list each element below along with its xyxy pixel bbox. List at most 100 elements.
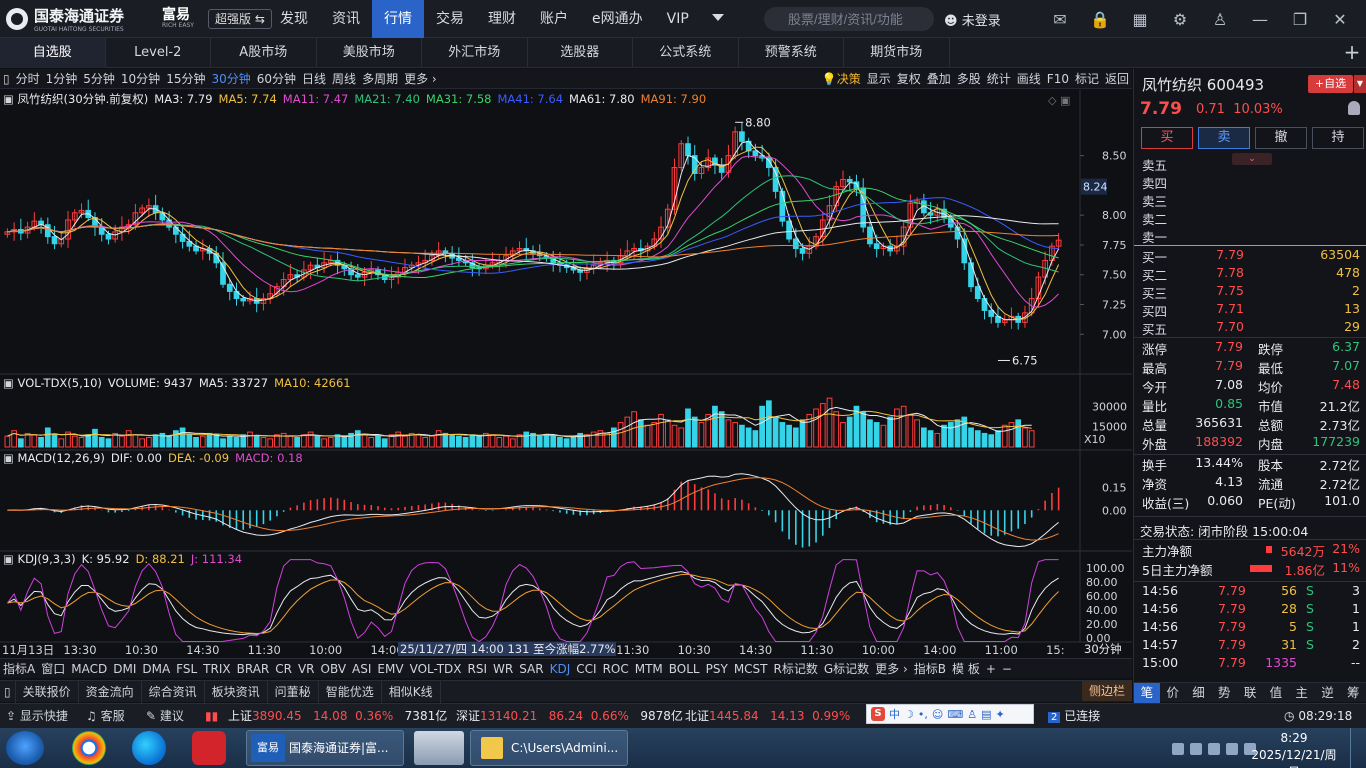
market-tab-1[interactable]: Level-2 bbox=[106, 37, 211, 68]
period-tab-6[interactable]: 60分钟 bbox=[256, 71, 297, 86]
ask-row[interactable]: 卖四 bbox=[1134, 173, 1366, 191]
period-tab-4[interactable]: 15分钟 bbox=[166, 71, 206, 86]
taskbar-explorer[interactable]: C:\Users\Admini... bbox=[470, 730, 628, 766]
chart-tool-6[interactable]: 画线 bbox=[1014, 69, 1044, 89]
indicator-tab-26[interactable]: 更多 › bbox=[875, 661, 908, 676]
indicator-tab-9[interactable]: VR bbox=[297, 661, 315, 676]
info-tab-3[interactable]: 板块资讯 bbox=[205, 680, 268, 703]
panel-toggle-icon[interactable]: ▯ bbox=[0, 680, 16, 703]
chart-tool-2[interactable]: 复权 bbox=[894, 69, 924, 89]
ime-tray-icon[interactable] bbox=[1244, 743, 1256, 755]
period-tab-0[interactable]: 分时 bbox=[15, 71, 40, 86]
position-button[interactable]: 持 bbox=[1312, 127, 1364, 149]
edition-selector[interactable]: 超强版 ⇆ bbox=[208, 9, 272, 29]
indicator-tab-23[interactable]: MCST bbox=[733, 661, 768, 676]
chart-tool-1[interactable]: 显示 bbox=[864, 69, 894, 89]
chart-tool-0[interactable]: 💡决策 bbox=[819, 69, 864, 89]
period-tab-5[interactable]: 30分钟 bbox=[211, 71, 251, 86]
dot-icon[interactable]: •, bbox=[917, 707, 928, 721]
panel-tab-3[interactable]: 势 bbox=[1218, 684, 1231, 700]
panel-tab-7[interactable]: 逆 bbox=[1321, 684, 1334, 700]
taskbar-app-securities[interactable]: 富易 国泰海通证券|富... bbox=[246, 730, 404, 766]
mail-icon[interactable]: ✉ bbox=[1053, 9, 1067, 29]
legend-toggle-icon[interactable]: ▣ bbox=[3, 552, 18, 566]
market-tab-4[interactable]: 外汇市场 bbox=[422, 37, 528, 68]
indicator-tab-4[interactable]: DMA bbox=[142, 661, 171, 676]
nav-2[interactable]: 行情 bbox=[372, 0, 424, 38]
indicator-tab-2[interactable]: MACD bbox=[71, 661, 108, 676]
legend-toggle-icon[interactable]: ▣ bbox=[3, 376, 18, 390]
chart-tool-9[interactable]: 返回 bbox=[1102, 69, 1132, 89]
period-tab-7[interactable]: 日线 bbox=[302, 71, 327, 86]
ime-mode[interactable]: 中 bbox=[889, 708, 900, 721]
taskbar-clock[interactable]: 8:29 2025/12/21/周日 bbox=[1248, 730, 1340, 768]
diamond-icon[interactable]: ◇ ▣ bbox=[1048, 94, 1070, 107]
panel-tab-8[interactable]: 筹 bbox=[1347, 684, 1360, 700]
info-tab-5[interactable]: 智能优选 bbox=[319, 680, 382, 703]
chart-tool-5[interactable]: 统计 bbox=[984, 69, 1014, 89]
legend-toggle-icon[interactable]: ▣ bbox=[3, 451, 18, 465]
indicator-tab-19[interactable]: ROC bbox=[602, 661, 629, 676]
nav-7[interactable]: VIP bbox=[666, 11, 689, 27]
period-tab-2[interactable]: 5分钟 bbox=[83, 71, 115, 86]
period-tab-8[interactable]: 周线 bbox=[332, 71, 357, 86]
nav-0[interactable]: 发现 bbox=[280, 11, 308, 27]
indicator-tab-5[interactable]: FSL bbox=[176, 661, 198, 676]
market-tab-5[interactable]: 选股器 bbox=[528, 37, 633, 68]
start-button[interactable] bbox=[6, 731, 44, 765]
ask-row[interactable]: 卖一 bbox=[1134, 227, 1366, 245]
fund-flow-row[interactable]: 5日主力净额 1.86亿 11% bbox=[1134, 560, 1366, 579]
keyboard-icon[interactable]: ⌨ bbox=[947, 707, 964, 721]
app-red-icon[interactable] bbox=[192, 731, 226, 765]
indicator-tab-21[interactable]: BOLL bbox=[668, 661, 700, 676]
info-tab-1[interactable]: 资金流向 bbox=[79, 680, 142, 703]
file-tool-icon[interactable] bbox=[414, 731, 464, 765]
indicator-tab-12[interactable]: EMV bbox=[377, 661, 404, 676]
bid-row[interactable]: 买二 7.78 478 bbox=[1134, 265, 1366, 283]
panel-tab-5[interactable]: 值 bbox=[1269, 684, 1283, 700]
period-tab-1[interactable]: 1分钟 bbox=[45, 71, 78, 86]
info-tab-6[interactable]: 相似K线 bbox=[382, 680, 441, 703]
chart-svg[interactable]: 8.50 8.00 7.75 7.50 7.25 7.00 8.80 6.75 8.24 ◇ ▣ 3… bbox=[0, 90, 1132, 657]
panel-tab-2[interactable]: 细 bbox=[1192, 684, 1205, 700]
shirt2-icon[interactable]: ▤ bbox=[981, 707, 992, 721]
period-tab-10[interactable]: 更多 › bbox=[404, 71, 437, 86]
nav-5[interactable]: 账户 bbox=[540, 11, 568, 27]
bid-row[interactable]: 买四 7.71 13 bbox=[1134, 301, 1366, 319]
skin-icon[interactable]: ♙ bbox=[967, 707, 978, 721]
chrome-icon[interactable] bbox=[72, 731, 106, 765]
indicator-tab-13[interactable]: VOL-TDX bbox=[409, 661, 462, 676]
indicator-tab-28[interactable]: 模 板 bbox=[952, 661, 980, 676]
nav-more-icon[interactable] bbox=[712, 14, 724, 21]
collapse-icon[interactable]: ▯ bbox=[3, 71, 10, 86]
close-icon[interactable]: ✕ bbox=[1333, 9, 1347, 29]
bell-icon[interactable] bbox=[1348, 101, 1360, 115]
legend-toggle-icon[interactable]: ▣ bbox=[3, 92, 18, 106]
ask-row[interactable]: 卖二 bbox=[1134, 209, 1366, 227]
ask-row[interactable]: 卖五 bbox=[1134, 155, 1366, 173]
market-tab-8[interactable]: 期货市场 bbox=[844, 37, 950, 68]
chart-tool-7[interactable]: F10 bbox=[1044, 69, 1072, 89]
indicator-tab-29[interactable]: + bbox=[985, 661, 996, 676]
grid-icon[interactable]: ▦ bbox=[1132, 9, 1148, 29]
restore-icon[interactable]: ❐ bbox=[1292, 9, 1308, 29]
volume-icon[interactable] bbox=[1208, 743, 1220, 755]
bid-row[interactable]: 买一 7.79 63504 bbox=[1134, 247, 1366, 265]
indicator-tab-14[interactable]: RSI bbox=[467, 661, 488, 676]
indicator-tab-0[interactable]: 指标A bbox=[3, 661, 36, 676]
kline-chart[interactable]: 8.50 8.00 7.75 7.50 7.25 7.00 8.80 6.75 8.24 ◇ ▣ 3… bbox=[0, 90, 1132, 657]
watchlist-dropdown-icon[interactable]: ▼ bbox=[1354, 75, 1366, 93]
period-tab-3[interactable]: 10分钟 bbox=[120, 71, 161, 86]
sh-index[interactable]: 上证3890.45 14.08 0.36% 7381亿 bbox=[228, 704, 447, 729]
moon-icon[interactable]: ☽ bbox=[904, 707, 914, 721]
nav-3[interactable]: 交易 bbox=[436, 11, 464, 27]
market-tab-6[interactable]: 公式系统 bbox=[633, 37, 739, 68]
indicator-tab-16[interactable]: SAR bbox=[519, 661, 544, 676]
search-input[interactable] bbox=[764, 7, 934, 31]
bid-row[interactable]: 买三 7.75 2 bbox=[1134, 283, 1366, 301]
tools-icon[interactable]: ✦ bbox=[995, 707, 1005, 721]
indicator-tab-27[interactable]: 指标B bbox=[913, 661, 947, 676]
indicator-tab-24[interactable]: R标记数 bbox=[773, 661, 818, 676]
nav-6[interactable]: e网通办 bbox=[592, 11, 643, 27]
expand-icon[interactable]: ⌄ bbox=[1232, 153, 1272, 165]
